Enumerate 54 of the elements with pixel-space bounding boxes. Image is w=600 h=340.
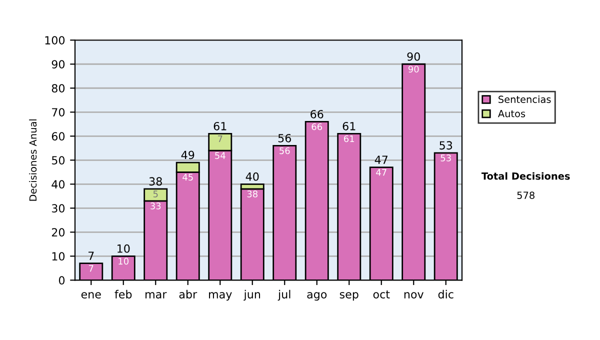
text: 578 [517,192,534,199]
x-tick-label: oct [373,290,390,298]
x-tick-label: sep [340,292,358,301]
total-label: 10 [118,244,130,253]
total-label: 47 [374,156,388,164]
y-axis-title: Decisiones Anual [29,119,37,201]
data-label: 90 [408,66,419,73]
data-label: 66 [312,123,322,130]
y-tick-label: 50 [52,156,65,165]
data-label: 5 [153,190,158,198]
total-label: 53 [440,141,452,150]
total-label: 40 [246,172,259,181]
total-label: 61 [214,122,226,130]
total-label: 7 [88,252,94,260]
x-tick-label: jul [278,290,290,301]
data-label: 7 [88,265,94,272]
total-label: 90 [407,52,420,61]
x-tick-label: ago [307,292,327,301]
y-tick-label: 100 [45,36,65,44]
x-tick-label: feb [114,290,132,298]
y-tick-label: 0 [58,276,65,285]
total-label: 56 [278,134,291,142]
total-label: 38 [149,177,162,186]
y-tick-label: 10 [52,252,65,261]
x-tick-label: may [209,292,232,301]
data-label: 54 [215,152,226,159]
y-tick-label: 80 [52,84,65,93]
x-tick-label: dic [438,290,454,298]
y-tick-label: 70 [52,108,65,117]
x-tick-label: nov [404,292,424,298]
legend-label: Autos [498,110,526,118]
x-tick-label: mar [146,292,167,298]
data-label: 33 [150,202,161,210]
y-tick-label: 30 [52,204,65,213]
x-tick-label: jun [244,290,260,301]
data-label: 45 [182,174,193,181]
data-label: 38 [247,190,258,198]
total-label: 49 [181,150,194,160]
data-label: 10 [118,258,129,265]
legend-label: Sentencias [498,95,551,104]
y-tick-label: 40 [52,180,65,189]
text: Total Decisiones [481,172,570,180]
y-tick-label: 90 [52,60,65,69]
y-tick-label: 60 [52,132,65,141]
y-tick-label: 20 [52,228,65,237]
data-label: 53 [440,154,451,162]
data-label: 56 [280,147,290,154]
data-label: 7 [218,135,222,142]
x-tick-label: abr [179,290,198,298]
data-label: 61 [344,135,354,142]
total-label: 61 [342,122,356,130]
total-label: 66 [310,110,324,118]
data-label: 47 [376,169,386,176]
x-tick-label: ene [81,292,101,298]
